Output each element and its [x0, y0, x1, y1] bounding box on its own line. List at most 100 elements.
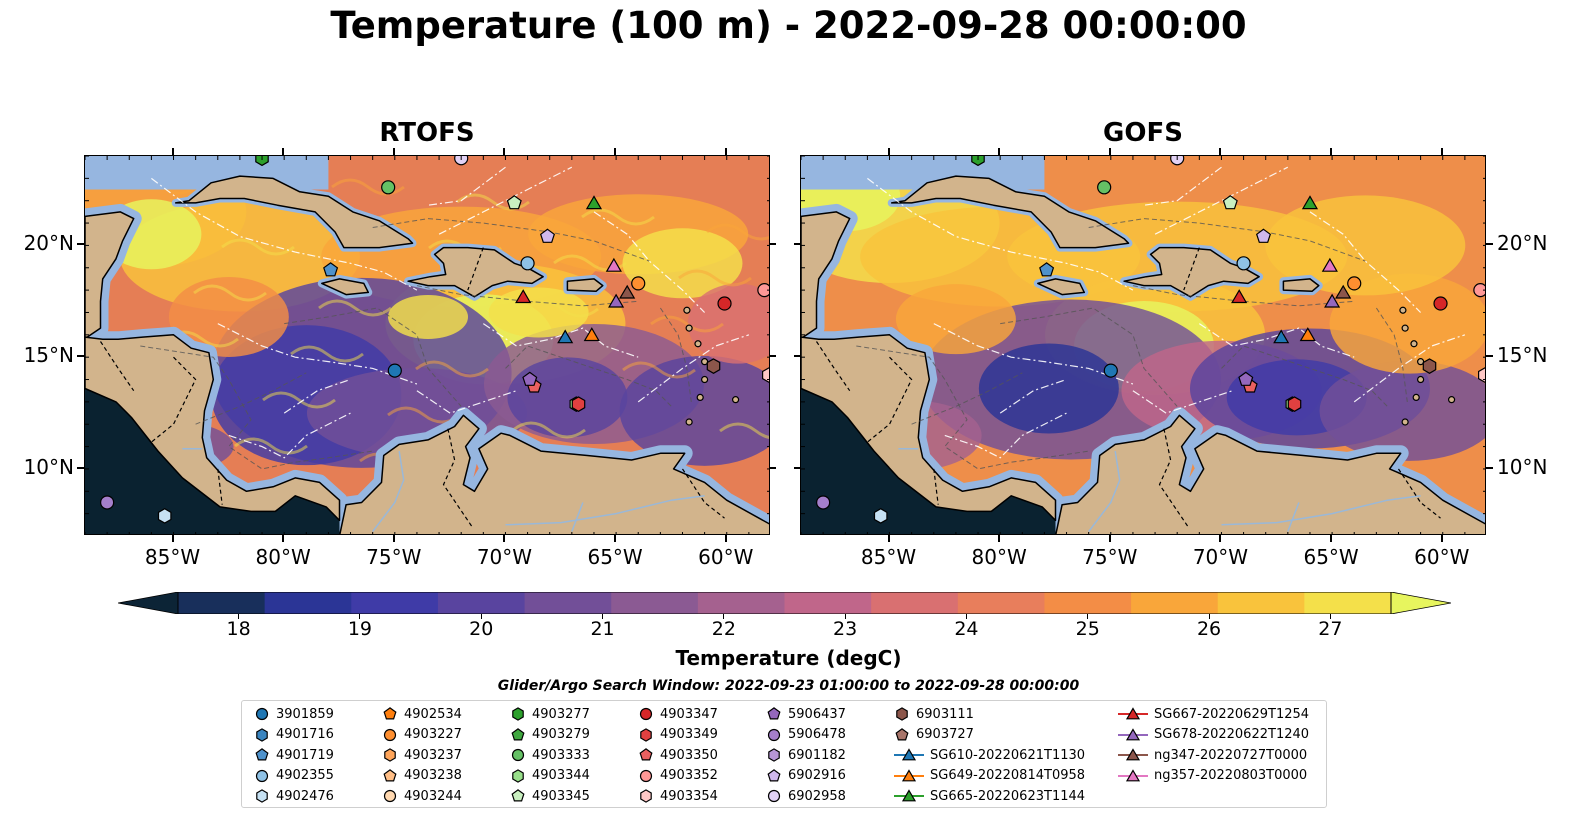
legend-item: ng347-20220727T0000 — [1118, 745, 1307, 765]
lat-tick-label-right: 10°N — [1497, 454, 1548, 479]
lon-tick-label: 65°W — [587, 545, 643, 569]
marker-4903333[interactable] — [381, 180, 396, 195]
marker-sg667-20220629t1254[interactable] — [1231, 289, 1248, 304]
marker-4903277[interactable] — [971, 156, 985, 167]
legend-item: 4902476 — [254, 786, 334, 806]
axis-tick — [1108, 535, 1111, 542]
circle-marker-icon — [511, 748, 525, 762]
axis-tick — [1330, 535, 1333, 542]
legend-item: 4903227 — [382, 725, 462, 745]
marker-sg678-20220622t1240[interactable] — [1324, 293, 1341, 308]
marker-ng347-20220727t0000[interactable] — [619, 284, 636, 299]
marker-sg665-20220623t1144[interactable] — [585, 195, 603, 210]
marker-4902476[interactable] — [157, 508, 172, 524]
axis-tick — [794, 355, 800, 358]
marker-4903349[interactable] — [1287, 396, 1302, 412]
legend-label: 4903277 — [532, 706, 590, 722]
marker-4903347[interactable] — [717, 296, 732, 311]
axis-tick — [998, 535, 1001, 542]
marker-4903227[interactable] — [631, 276, 646, 291]
axis-tick — [282, 535, 285, 542]
colorbar-tick — [844, 614, 846, 619]
triangle-marker-icon — [894, 768, 924, 781]
marker-4903345[interactable] — [506, 195, 522, 210]
marker-ng357-20220803t0000[interactable] — [1321, 257, 1338, 272]
marker-ng347-20220727t0000[interactable] — [1335, 284, 1352, 299]
circle-marker-icon — [255, 707, 269, 721]
map-panel-rtofs[interactable] — [84, 155, 770, 535]
marker-4903333[interactable] — [1097, 180, 1112, 195]
marker-sg678-20220622t1240[interactable] — [608, 293, 625, 308]
triangle-marker-icon — [1118, 768, 1148, 781]
legend-label: SG678-20220622T1240 — [1154, 727, 1310, 742]
marker-sg610-20220621t1130[interactable] — [1273, 329, 1290, 344]
axis-tick — [1486, 466, 1493, 469]
marker-6902916[interactable] — [539, 228, 556, 243]
lat-tick-label-left: 15°N — [23, 343, 74, 368]
circle-marker-icon — [639, 707, 653, 721]
marker-4903227[interactable] — [1347, 276, 1362, 291]
map-panel-gofs[interactable] — [800, 155, 1486, 535]
legend-item: SG649-20220814T0958 — [894, 766, 1085, 786]
marker-6903111[interactable] — [706, 358, 721, 374]
legend-item: 5906478 — [766, 725, 846, 745]
triangle-marker-icon — [1118, 707, 1148, 720]
panel-title-rtofs: RTOFS — [379, 118, 475, 148]
marker-3901859[interactable] — [1103, 363, 1118, 378]
colorbar-tick-label: 22 — [711, 618, 736, 640]
legend-item: 4903333 — [510, 745, 590, 765]
marker-5906437[interactable] — [522, 371, 538, 386]
marker-4902476[interactable] — [873, 508, 888, 524]
colorbar-tick — [480, 614, 482, 619]
marker-4903277[interactable] — [255, 156, 269, 167]
marker-4902355[interactable] — [1236, 256, 1251, 271]
marker-4903345[interactable] — [1222, 195, 1238, 210]
lat-tick-label-right: 15°N — [1497, 343, 1548, 368]
marker-4901719[interactable] — [1039, 262, 1055, 277]
marker-sg667-20220629t1254[interactable] — [515, 289, 532, 304]
colorbar-tick-label: 20 — [469, 618, 494, 640]
legend-label: 6903111 — [916, 706, 974, 722]
pentagon-marker-icon — [383, 768, 397, 781]
triangle-marker-icon — [894, 748, 924, 761]
marker-sg665-20220623t1144[interactable] — [1301, 195, 1319, 210]
circle-marker-icon — [383, 728, 397, 741]
legend-item: 4902534 — [382, 704, 462, 724]
pentagon-marker-icon — [383, 707, 397, 720]
legend-item: 4901719 — [254, 745, 334, 765]
marker-4903354[interactable] — [1477, 367, 1486, 383]
legend-label: 4902355 — [276, 768, 334, 783]
marker-4903347[interactable] — [1433, 296, 1448, 311]
marker-4901719[interactable] — [323, 262, 339, 277]
marker-sg610-20220621t1130[interactable] — [557, 329, 574, 344]
marker-5906437[interactable] — [1238, 371, 1254, 386]
marker-6903111[interactable] — [1422, 358, 1437, 374]
lon-tick-label: 70°W — [476, 545, 533, 569]
lon-tick-label: 85°W — [860, 545, 917, 569]
marker-ng357-20220803t0000[interactable] — [605, 257, 622, 272]
triangle-marker-icon — [894, 789, 924, 802]
marker-5906478[interactable] — [100, 495, 115, 510]
legend-item: 4903350 — [638, 745, 718, 765]
legend-label: 4903238 — [404, 768, 462, 783]
legend-item: SG665-20220623T1144 — [894, 786, 1085, 806]
marker-4903349[interactable] — [571, 396, 586, 412]
marker-4903352[interactable] — [757, 283, 770, 298]
marker-4903352[interactable] — [1473, 283, 1486, 298]
marker-6902916[interactable] — [1255, 228, 1272, 243]
axis-tick — [1440, 148, 1443, 155]
marker-5906478[interactable] — [816, 495, 831, 510]
axis-tick — [171, 148, 174, 155]
legend-item: 4903354 — [638, 786, 718, 806]
marker-6902958[interactable] — [1170, 156, 1185, 166]
marker-3901859[interactable] — [387, 363, 402, 378]
marker-4903354[interactable] — [761, 367, 770, 383]
legend-item: SG667-20220629T1254 — [1118, 704, 1309, 724]
marker-6902958[interactable] — [454, 156, 469, 166]
marker-sg649-20220814t0958[interactable] — [583, 327, 600, 342]
marker-4902355[interactable] — [520, 256, 535, 271]
legend-item: 4903349 — [638, 725, 718, 745]
marker-sg649-20220814t0958[interactable] — [1299, 327, 1316, 342]
hexagon-marker-icon — [512, 768, 524, 783]
legend-label: SG610-20220621T1130 — [930, 747, 1086, 763]
